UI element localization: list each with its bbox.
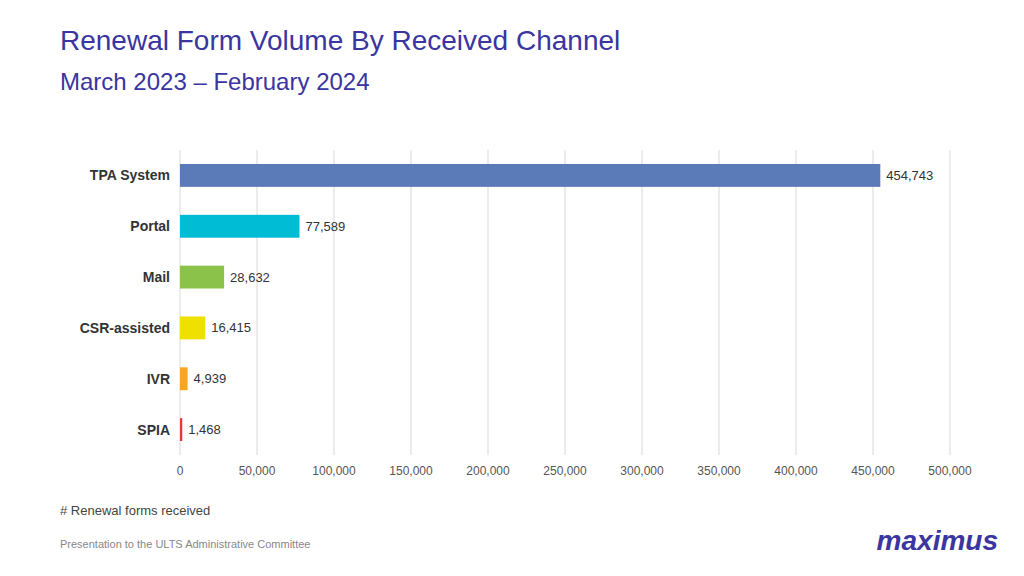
tick-label: 50,000 xyxy=(239,464,276,478)
tick-label: 200,000 xyxy=(466,464,510,478)
data-label: 4,939 xyxy=(194,371,227,386)
annotation: maximus xyxy=(877,525,998,556)
grid-line xyxy=(719,150,720,455)
tick-label: 450,000 xyxy=(851,464,895,478)
data-label: 454,743 xyxy=(886,168,933,183)
category-label: SPIA xyxy=(137,422,170,438)
bar xyxy=(180,316,205,339)
grid-line xyxy=(334,150,335,455)
category-label: Portal xyxy=(130,218,170,234)
subtitle: March 2023 – February 2024 xyxy=(60,68,370,95)
labels: TPA System 454,743 Portal 77,589 Mail 28,632 C… xyxy=(80,167,934,437)
chart: Renewal Form Volume By Received Channel M… xyxy=(0,0,1024,576)
annotation: # Renewal forms received xyxy=(60,503,210,518)
bar xyxy=(180,266,224,289)
grid-line xyxy=(642,150,643,455)
grid-line xyxy=(950,150,951,455)
bar xyxy=(180,367,188,390)
tick-label: 250,000 xyxy=(543,464,587,478)
tick-label: 300,000 xyxy=(620,464,664,478)
data-label: 28,632 xyxy=(230,270,270,285)
grid-line xyxy=(257,150,258,455)
tick-label: 500,000 xyxy=(928,464,972,478)
grid-line xyxy=(411,150,412,455)
bars xyxy=(180,164,880,441)
data-label: 77,589 xyxy=(305,219,345,234)
tick-label: 350,000 xyxy=(697,464,741,478)
grid-line xyxy=(180,150,181,455)
data-label: 16,415 xyxy=(211,320,251,335)
title: Renewal Form Volume By Received Channel xyxy=(60,25,620,56)
tick-label: 150,000 xyxy=(389,464,433,478)
bar xyxy=(180,215,299,238)
bar xyxy=(180,164,880,187)
grid-line xyxy=(488,150,489,455)
tick-label: 400,000 xyxy=(774,464,818,478)
tick-label: 100,000 xyxy=(312,464,356,478)
category-label: CSR-assisted xyxy=(80,320,170,336)
data-label: 1,468 xyxy=(188,422,221,437)
bar xyxy=(180,418,182,441)
tick-label: 0 xyxy=(177,464,184,478)
grid-line xyxy=(565,150,566,455)
category-label: IVR xyxy=(147,371,170,387)
category-label: TPA System xyxy=(90,167,170,183)
x-axis: 0 50,000 100,000 150,000 200,000 250,000 300,0… xyxy=(177,464,972,478)
grid-line xyxy=(796,150,797,455)
category-label: Mail xyxy=(143,269,170,285)
annotation: Presentation to the ULTS Administrative … xyxy=(60,538,310,550)
grid-line xyxy=(873,150,874,455)
grid xyxy=(180,150,950,455)
